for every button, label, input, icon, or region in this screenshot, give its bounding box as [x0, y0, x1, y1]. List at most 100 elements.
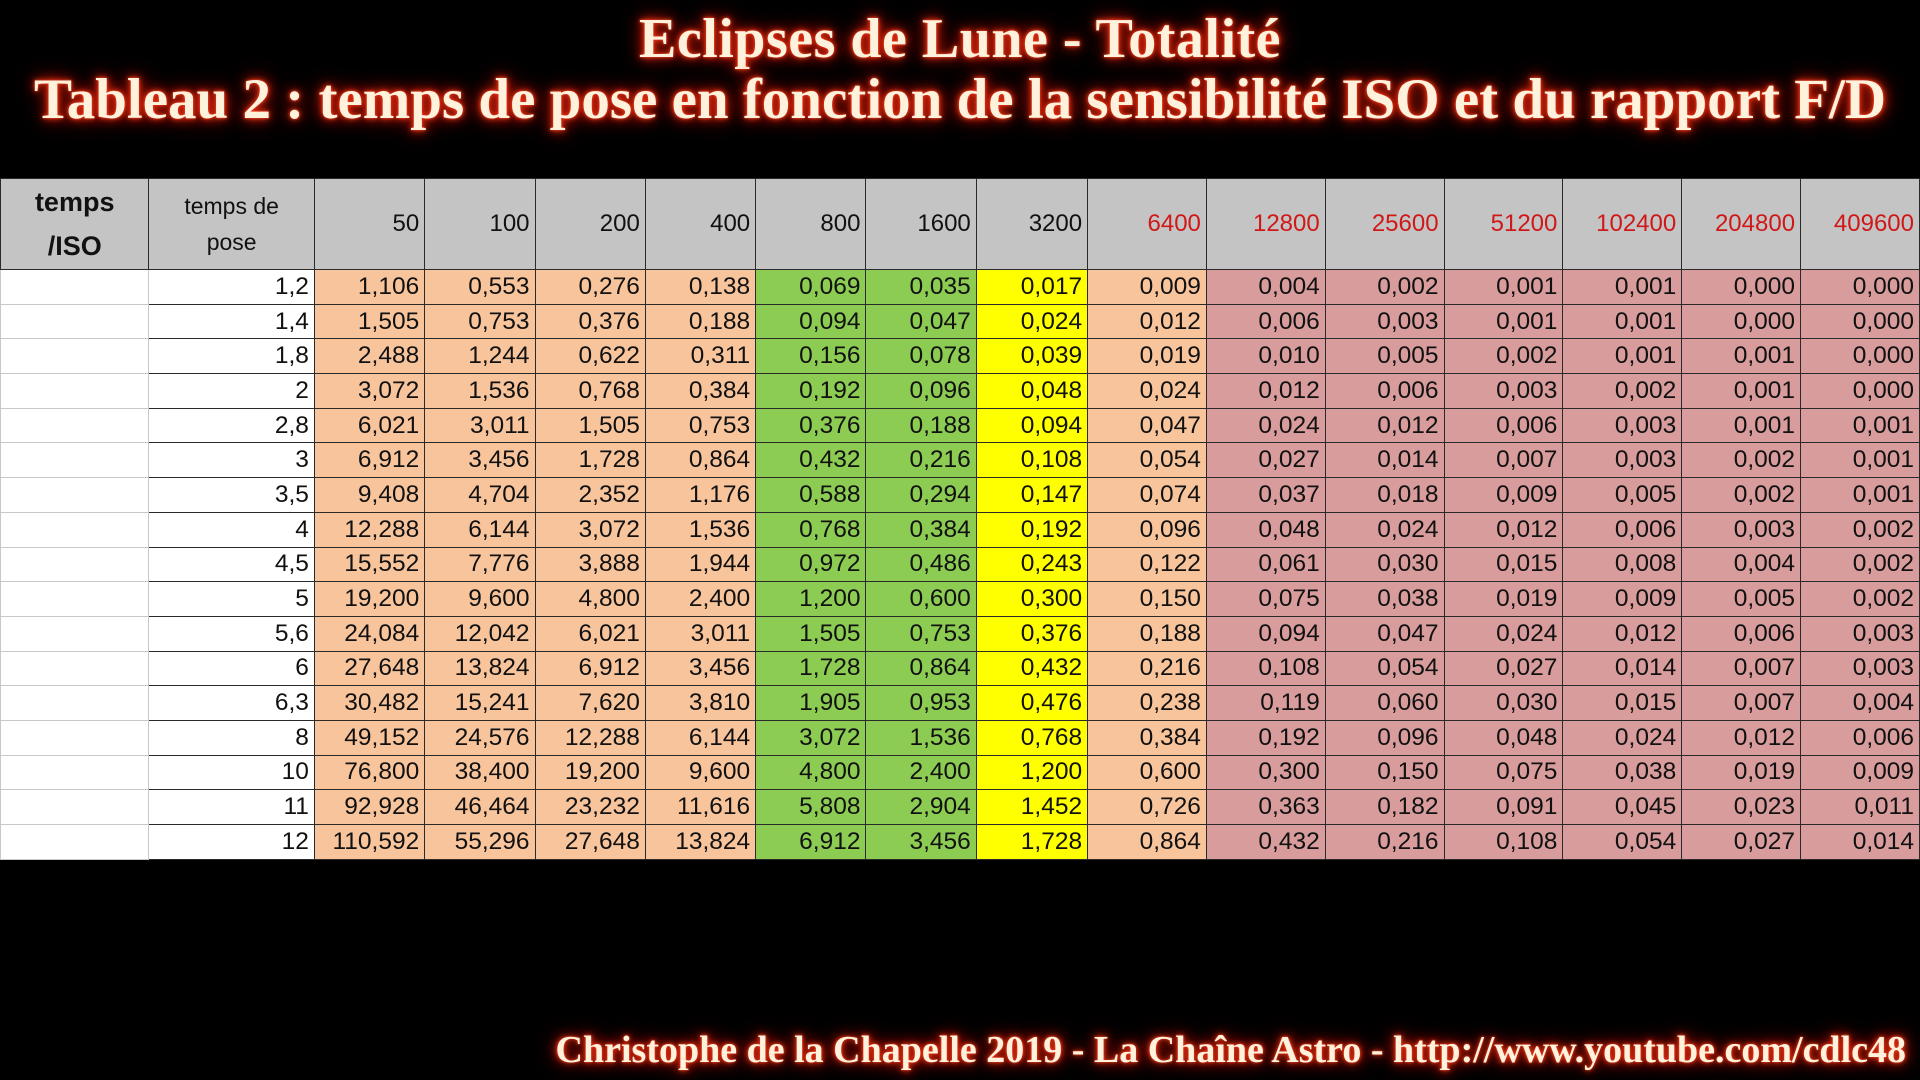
exposure-cell: 49,152 — [313, 719, 426, 756]
exposure-cell: 0,768 — [975, 719, 1089, 756]
exposure-cell: 0,015 — [1443, 546, 1564, 583]
fd-ratio-cell: 5,6 — [148, 615, 315, 652]
exposure-cell: 4,800 — [755, 754, 867, 791]
exposure-cell: 9,600 — [424, 581, 536, 617]
exposure-cell: 0,376 — [975, 615, 1089, 652]
exposure-cell: 0,038 — [1562, 754, 1683, 791]
exposure-cell: 0,096 — [1087, 511, 1207, 548]
exposure-cell: 0,035 — [865, 269, 977, 305]
exposure-cell: 0,001 — [1443, 269, 1564, 305]
exposure-cell: 0,001 — [1800, 477, 1920, 513]
exposure-cell: 0,027 — [1681, 824, 1802, 860]
exposure-cell: 0,048 — [1205, 511, 1326, 548]
exposure-cell: 2,352 — [534, 477, 646, 513]
exposure-cell: 0,048 — [975, 373, 1089, 409]
exposure-cell: 0,010 — [1205, 338, 1326, 375]
exposure-cell: 1,536 — [865, 719, 977, 756]
exposure-cell: 1,505 — [755, 615, 867, 652]
exposure-cell: 0,192 — [975, 511, 1089, 548]
exposure-cell: 0,108 — [1205, 650, 1326, 687]
exposure-cell: 0,432 — [755, 442, 867, 479]
exposure-cell: 0,363 — [1205, 789, 1326, 825]
exposure-cell: 0,094 — [975, 407, 1089, 444]
exposure-cell: 0,588 — [755, 477, 867, 513]
exposure-cell: 12,288 — [534, 719, 646, 756]
exposure-cell: 2,400 — [865, 754, 977, 791]
table-row: 1,8 2,488 1,244 0,622 0,311 0,156 0,078 0,039 0,… — [0, 338, 1920, 375]
exposure-cell: 19,200 — [313, 581, 426, 617]
exposure-cell: 13,824 — [424, 650, 536, 687]
exposure-cell: 0,039 — [975, 338, 1089, 375]
header-iso-3200: 3200 — [975, 178, 1089, 270]
exposure-cell: 0,001 — [1800, 407, 1920, 444]
empty-cell — [0, 685, 150, 721]
exposure-cell: 0,243 — [975, 546, 1089, 583]
exposure-cell: 4,800 — [534, 581, 646, 617]
exposure-cell: 0,001 — [1681, 373, 1802, 409]
exposure-cell: 27,648 — [534, 824, 646, 860]
exposure-cell: 3,456 — [424, 442, 536, 479]
exposure-cell: 2,488 — [313, 338, 426, 375]
exposure-cell: 0,061 — [1205, 546, 1326, 583]
header-iso-409600: 409600 — [1800, 178, 1920, 270]
exposure-cell: 0,006 — [1205, 303, 1326, 340]
exposure-cell: 55,296 — [424, 824, 536, 860]
table-row: 4 12,288 6,144 3,072 1,536 0,768 0,384 0,192 0,0… — [0, 511, 1920, 548]
exposure-cell: 0,376 — [534, 303, 646, 340]
exposure-cell: 0,005 — [1562, 477, 1683, 513]
exposure-cell: 0,432 — [1205, 824, 1326, 860]
exposure-cell: 0,192 — [755, 373, 867, 409]
exposure-cell: 0,005 — [1324, 338, 1445, 375]
exposure-cell: 0,004 — [1681, 546, 1802, 583]
exposure-cell: 9,600 — [644, 754, 757, 791]
header-iso-1600: 1600 — [865, 178, 977, 270]
exposure-cell: 0,216 — [1324, 824, 1445, 860]
exposure-cell: 19,200 — [534, 754, 646, 791]
empty-cell — [0, 407, 150, 444]
empty-cell — [0, 511, 150, 548]
exposure-cell: 1,452 — [975, 789, 1089, 825]
exposure-cell: 0,047 — [1087, 407, 1207, 444]
exposure-cell: 0,009 — [1443, 477, 1564, 513]
exposure-cell: 0,972 — [755, 546, 867, 583]
fd-ratio-cell: 4,5 — [148, 546, 315, 583]
exposure-cell: 1,176 — [644, 477, 757, 513]
exposure-cell: 6,144 — [424, 511, 536, 548]
exposure-cell: 1,200 — [975, 754, 1089, 791]
exposure-cell: 7,776 — [424, 546, 536, 583]
table-row: 10 76,800 38,400 19,200 9,600 4,800 2,400 1,200… — [0, 754, 1920, 791]
exposure-table: temps/ISO temps de pose 50 100 200 400 800 160… — [0, 178, 1920, 860]
exposure-cell: 0,023 — [1681, 789, 1802, 825]
exposure-cell: 0,091 — [1443, 789, 1564, 825]
exposure-cell: 0,150 — [1324, 754, 1445, 791]
exposure-cell: 0,376 — [755, 407, 867, 444]
exposure-cell: 0,553 — [424, 269, 536, 305]
exposure-cell: 0,156 — [755, 338, 867, 375]
exposure-cell: 0,726 — [1087, 789, 1207, 825]
exposure-cell: 0,030 — [1443, 685, 1564, 721]
exposure-cell: 11,616 — [644, 789, 757, 825]
exposure-cell: 0,012 — [1205, 373, 1326, 409]
exposure-cell: 0,027 — [1205, 442, 1326, 479]
header-temps-iso: temps/ISO — [0, 178, 150, 270]
exposure-cell: 92,928 — [313, 789, 426, 825]
exposure-cell: 0,030 — [1324, 546, 1445, 583]
exposure-cell: 0,000 — [1800, 338, 1920, 375]
exposure-cell: 0,007 — [1681, 650, 1802, 687]
table-row: 8 49,152 24,576 12,288 6,144 3,072 1,536 0,768 0… — [0, 719, 1920, 756]
exposure-cell: 0,002 — [1681, 442, 1802, 479]
exposure-cell: 0,122 — [1087, 546, 1207, 583]
exposure-cell: 0,002 — [1800, 581, 1920, 617]
exposure-cell: 0,024 — [1562, 719, 1683, 756]
exposure-cell: 1,728 — [975, 824, 1089, 860]
exposure-cell: 0,075 — [1205, 581, 1326, 617]
exposure-cell: 1,536 — [424, 373, 536, 409]
exposure-cell: 0,009 — [1087, 269, 1207, 305]
footer-credit: Christophe de la Chapelle 2019 - La Chaî… — [555, 1029, 1906, 1071]
table-header-row: temps/ISO temps de pose 50 100 200 400 800 160… — [0, 178, 1920, 270]
exposure-cell: 0,069 — [755, 269, 867, 305]
exposure-cell: 46,464 — [424, 789, 536, 825]
exposure-cell: 3,456 — [644, 650, 757, 687]
exposure-cell: 0,012 — [1443, 511, 1564, 548]
fd-ratio-cell: 12 — [148, 824, 315, 860]
